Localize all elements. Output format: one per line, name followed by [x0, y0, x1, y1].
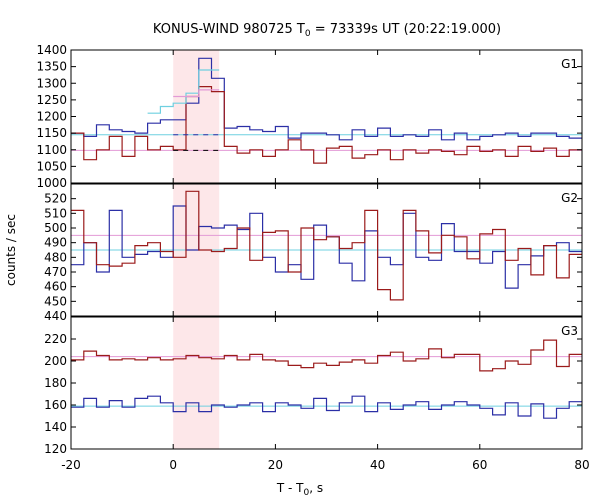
y-tick-label: 1350 — [36, 60, 67, 74]
series-red_steps-g1 — [71, 86, 582, 164]
panel-frame-g2 — [70, 183, 583, 317]
chart-title: KONUS-WIND 980725 T0 = 73339s UT (20:22:… — [153, 22, 501, 39]
y-tick-label: 470 — [44, 265, 67, 279]
series-red_steps-g3 — [71, 339, 582, 372]
y-tick-label: 1400 — [36, 43, 67, 57]
x-tick-label: 60 — [472, 458, 487, 472]
y-tick-label: 450 — [44, 294, 67, 308]
y-tick-label: 1100 — [36, 143, 67, 157]
x-tick-label: -20 — [61, 458, 81, 472]
panel-label-g3: G3 — [561, 324, 578, 338]
y-tick-label: 140 — [44, 420, 67, 434]
y-axis-label: counts / sec — [4, 214, 18, 286]
y-tick-label: 1200 — [36, 110, 67, 124]
series-blue_steps-g1 — [71, 57, 582, 141]
y-tick-label: 1050 — [36, 159, 67, 173]
x-tick-label: 80 — [574, 458, 589, 472]
y-tick-label: 500 — [44, 221, 67, 235]
panel-label-g1: G1 — [561, 57, 578, 71]
y-tick-label: 490 — [44, 236, 67, 250]
y-tick-label: 520 — [44, 192, 67, 206]
panel-label-g2: G2 — [561, 191, 578, 205]
y-tick-label: 440 — [44, 309, 67, 323]
y-tick-label: 1000 — [36, 176, 67, 190]
x-tick-label: 40 — [370, 458, 385, 472]
y-tick-label: 180 — [44, 376, 67, 390]
y-tick-label: 460 — [44, 280, 67, 294]
y-tick-label: 1150 — [36, 126, 67, 140]
y-tick-label: 510 — [44, 206, 67, 220]
series-blue_steps-g3 — [71, 395, 582, 419]
series-pink_steps-g1 — [173, 89, 220, 98]
series-cyan_steps-g1 — [147, 69, 220, 114]
y-tick-label: 1250 — [36, 93, 67, 107]
x-axis-label: T - T0, s — [276, 481, 323, 498]
y-tick-label: 220 — [44, 332, 67, 346]
y-tick-label: 1300 — [36, 76, 67, 90]
x-tick-label: 0 — [169, 458, 177, 472]
y-tick-label: 200 — [44, 354, 67, 368]
y-tick-label: 160 — [44, 398, 67, 412]
y-tick-label: 480 — [44, 250, 67, 264]
series-red_steps-g2 — [71, 190, 582, 301]
y-tick-label: 120 — [44, 442, 67, 456]
x-tick-label: 20 — [268, 458, 283, 472]
panel-frame-g3 — [70, 316, 583, 450]
